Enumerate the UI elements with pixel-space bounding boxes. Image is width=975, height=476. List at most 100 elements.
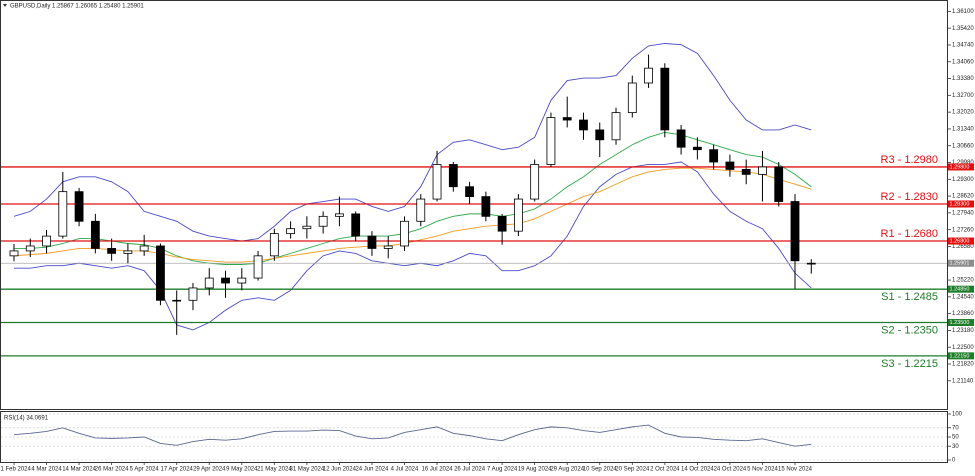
level-tag — [948, 319, 974, 327]
rsi-tick-label: 50 — [952, 435, 959, 441]
level-tag — [948, 285, 974, 293]
candle-body — [123, 250, 133, 254]
x-tick-label: 5 Nov 2024 — [747, 467, 778, 473]
level-tag — [948, 352, 974, 360]
x-tick-label: 29 Apr 2024 — [193, 467, 226, 473]
level-tag — [948, 200, 974, 208]
level-tag — [948, 237, 974, 245]
candle-body — [253, 255, 263, 279]
y-tick-label: 1.35420 — [952, 26, 974, 32]
candle-body — [513, 198, 523, 232]
x-tick-label: 4 Jul 2024 — [391, 467, 419, 473]
chart-title: GBPUSD,Daily 1.25867 1.26065 1.25480 1.2… — [10, 4, 144, 10]
rsi-tick-label: 30 — [952, 444, 959, 450]
y-tick-label: 1.27940 — [952, 210, 974, 216]
x-tick-label: 24 Jun 2024 — [355, 467, 389, 473]
level-label: S1 - 1.2485 — [881, 291, 938, 303]
candle-body — [204, 277, 214, 289]
level-label: S3 - 1.2215 — [881, 358, 938, 370]
level-label: S2 - 1.2350 — [881, 324, 938, 336]
candle-body — [221, 277, 230, 284]
x-tick-label: 20 Sep 2024 — [615, 467, 650, 473]
candle-body — [741, 169, 751, 175]
candle-body — [172, 299, 182, 302]
candle-body — [611, 112, 621, 141]
y-tick-label: 1.32700 — [952, 93, 974, 99]
x-tick-label: 7 Aug 2024 — [487, 467, 518, 473]
candle-body — [481, 196, 491, 217]
current-price-label: 1.25901 — [950, 261, 970, 267]
candle-body — [286, 228, 296, 235]
candle-body — [42, 235, 51, 247]
x-tick-label: 2 Oct 2024 — [650, 467, 680, 473]
x-tick-label: 21 May 2024 — [257, 467, 292, 473]
candle-body — [74, 191, 84, 222]
candle-body — [595, 129, 605, 141]
candle-body — [9, 250, 19, 257]
candle-body — [302, 225, 312, 230]
y-tick-label: 1.33380 — [952, 76, 974, 82]
y-tick-label: 1.27260 — [952, 227, 974, 233]
level-tag-label: 1.22150 — [950, 353, 970, 359]
rsi-tick-label: 0 — [952, 458, 956, 464]
candle-body — [188, 287, 198, 301]
candle-body — [448, 164, 458, 188]
y-tick-label: 1.32020 — [952, 110, 974, 116]
y-tick-label: 1.23180 — [952, 328, 974, 334]
rsi-title: RSI(14) 34.0691 — [4, 416, 49, 422]
level-label: R2 - 1.2830 — [881, 191, 938, 203]
y-tick-label: 1.26580 — [952, 244, 974, 250]
candle-body — [139, 245, 149, 252]
candle-body — [562, 117, 572, 121]
candle-body — [367, 235, 377, 249]
candle-body — [692, 146, 702, 151]
rsi-line — [13, 424, 812, 447]
level-label: R1 - 1.2680 — [881, 228, 938, 240]
level-tag — [948, 163, 974, 171]
x-tick-label: 12 Jun 2024 — [323, 467, 357, 473]
level-tag-label: 1.26800 — [950, 238, 970, 244]
y-tick-label: 1.31340 — [952, 127, 974, 133]
y-tick-label: 1.28620 — [952, 194, 974, 200]
y-tick-label: 1.21140 — [952, 378, 974, 384]
y-tick-label: 1.21820 — [952, 362, 974, 368]
candle-body — [546, 117, 556, 165]
candle-body — [774, 166, 784, 202]
candle-body — [676, 129, 686, 148]
y-tick-label: 1.34740 — [952, 43, 974, 49]
current-price-tag — [948, 259, 974, 267]
candle-body — [400, 220, 409, 247]
x-tick-label: 10 Sep 2024 — [583, 467, 618, 473]
x-tick-label: 21 Feb 2024 — [0, 467, 32, 473]
candle-body — [269, 233, 279, 257]
x-tick-label: 4 Mar 2024 — [31, 467, 62, 473]
candle-body — [790, 201, 800, 262]
x-tick-label: 14 Mar 2024 — [62, 467, 96, 473]
x-tick-label: 26 Jul 2024 — [454, 467, 486, 473]
y-tick-label: 1.36100 — [952, 9, 974, 15]
x-tick-label: 17 Apr 2024 — [161, 467, 194, 473]
x-tick-label: 29 Aug 2024 — [550, 467, 584, 473]
candle-body — [383, 245, 393, 249]
candle-body — [58, 191, 68, 237]
y-tick-label: 1.25220 — [952, 278, 974, 284]
y-tick-label: 1.23860 — [952, 311, 974, 317]
price-panel — [0, 0, 948, 410]
level-tag-label: 1.24850 — [950, 287, 970, 293]
y-tick-label: 1.22500 — [952, 345, 974, 351]
y-tick-label: 1.24540 — [952, 294, 974, 300]
candle-body — [530, 164, 540, 200]
y-tick-label: 1.29300 — [952, 177, 974, 183]
y-tick-label: 1.30660 — [952, 143, 974, 149]
level-tag-label: 1.23500 — [950, 320, 970, 326]
rsi-tick-label: 70 — [952, 425, 959, 431]
x-tick-label: 9 May 2024 — [226, 467, 258, 473]
candle-body — [351, 213, 361, 237]
candle-body — [644, 67, 653, 84]
candle-body — [465, 186, 474, 197]
y-tick-label: 1.34060 — [952, 59, 974, 65]
candle-body — [660, 67, 670, 131]
x-tick-label: 31 May 2024 — [290, 467, 325, 473]
level-label: R3 - 1.2980 — [881, 154, 938, 166]
